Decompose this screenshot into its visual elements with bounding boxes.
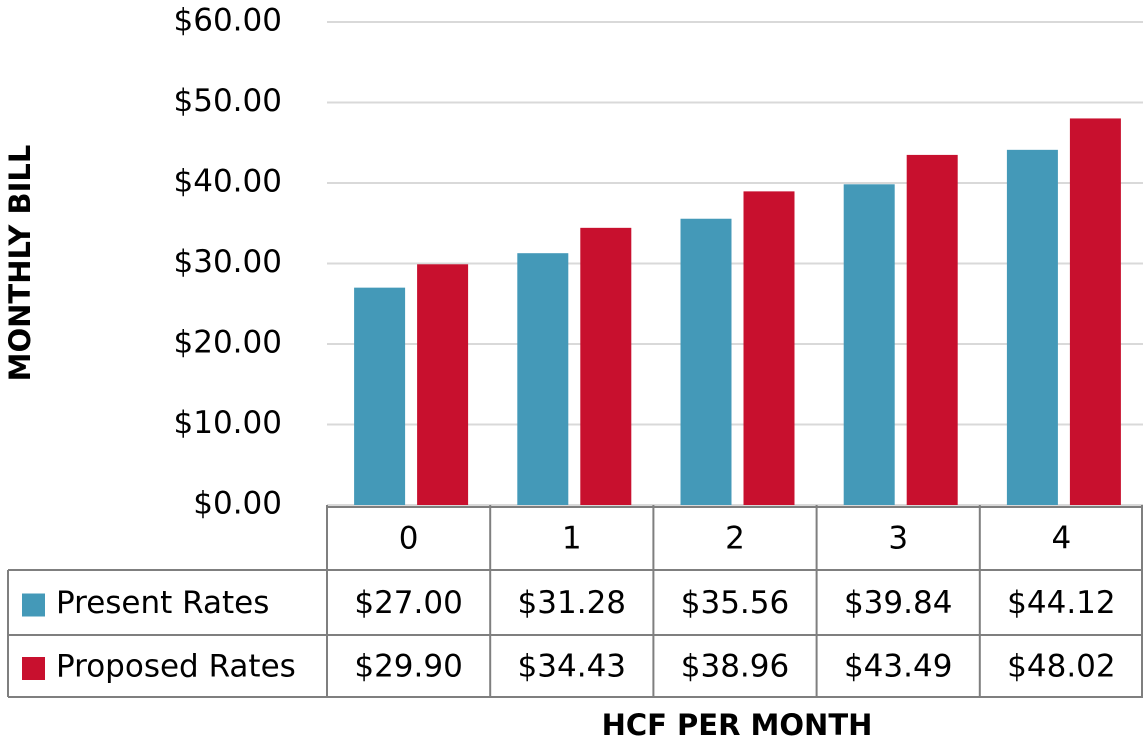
table-value: $38.96 bbox=[681, 649, 789, 685]
bar bbox=[354, 287, 406, 505]
bar bbox=[680, 218, 732, 505]
bar bbox=[417, 264, 469, 505]
y-tick-label: $40.00 bbox=[174, 164, 282, 200]
y-tick-label: $50.00 bbox=[174, 83, 282, 119]
table-value: $44.12 bbox=[1007, 585, 1115, 621]
table-value: $35.56 bbox=[681, 585, 789, 621]
x-axis-title: HCF PER MONTH bbox=[602, 708, 873, 742]
table-value: $29.90 bbox=[354, 649, 462, 685]
y-tick-label: $60.00 bbox=[174, 3, 282, 39]
y-tick-label: $0.00 bbox=[193, 486, 282, 522]
legend-label: Present Rates bbox=[56, 585, 269, 621]
table-value: $27.00 bbox=[354, 585, 462, 621]
legend-label: Proposed Rates bbox=[56, 649, 296, 685]
table-value: $39.84 bbox=[844, 585, 952, 621]
table-value: $48.02 bbox=[1007, 649, 1115, 685]
legend-swatch bbox=[22, 593, 45, 617]
y-tick-label: $10.00 bbox=[174, 405, 282, 441]
table-value: $31.28 bbox=[518, 585, 626, 621]
table-value: $34.43 bbox=[518, 649, 626, 685]
x-tick-label: 3 bbox=[888, 521, 908, 557]
bar bbox=[580, 227, 632, 505]
bar bbox=[1069, 118, 1121, 506]
x-tick-label: 0 bbox=[399, 521, 419, 557]
x-tick-label: 2 bbox=[725, 521, 745, 557]
bar bbox=[906, 154, 958, 505]
y-axis-title: MONTHLY BILL bbox=[3, 145, 37, 382]
y-tick-label: $30.00 bbox=[174, 244, 282, 280]
bar bbox=[743, 191, 795, 505]
bar bbox=[843, 184, 895, 505]
bar bbox=[517, 253, 569, 505]
legend-swatch bbox=[22, 657, 45, 680]
y-tick-label: $20.00 bbox=[174, 325, 282, 361]
x-tick-label: 1 bbox=[562, 521, 582, 557]
x-tick-label: 4 bbox=[1052, 521, 1072, 557]
bar bbox=[1006, 149, 1058, 506]
table-value: $43.49 bbox=[844, 649, 952, 685]
